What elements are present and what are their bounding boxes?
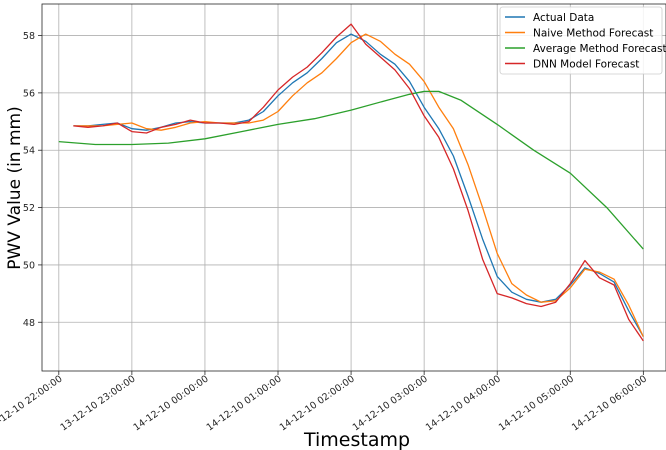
y-tick-label: 56: [23, 88, 35, 99]
plot-frame: [41, 3, 666, 372]
x-tick-label: 14-12-10 05:00:00: [497, 373, 576, 433]
grid-lines: [42, 4, 666, 371]
series-line-naive-method-forecast: [73, 33, 644, 337]
x-tick-label: 13-12-10 23:00:00: [59, 373, 138, 433]
x-tick-label: 14-12-10 04:00:00: [424, 373, 503, 433]
x-tick-label: 14-12-10 03:00:00: [351, 373, 430, 433]
series-line-average-method-forecast: [58, 90, 644, 250]
series-layer: [58, 23, 644, 342]
y-tick-label: 50: [23, 260, 35, 271]
x-axis-title: Timestamp: [303, 429, 410, 450]
x-tick-label: 14-12-10 00:00:00: [132, 373, 211, 433]
x-tick-label: 14-12-10 02:00:00: [278, 373, 357, 433]
legend: Actual Data Naive Method Forecast Average …: [499, 6, 666, 75]
y-axis: 48 50 52 54 56 58: [23, 31, 42, 329]
legend-label: Average Method Forecast: [533, 43, 666, 55]
legend-box: [499, 6, 663, 75]
legend-label: DNN Model Forecast: [533, 58, 639, 70]
y-tick-label: 58: [23, 31, 35, 42]
legend-label: Actual Data: [533, 12, 594, 24]
y-tick-label: 48: [23, 318, 35, 329]
x-tick-label: 14-12-10 01:00:00: [205, 373, 284, 433]
x-tick-label: 13-12-10 22:00:00: [0, 373, 65, 433]
series-line-dnn-model-forecast: [73, 23, 644, 342]
legend-label: Naive Method Forecast: [533, 27, 653, 39]
x-tick-label: 14-12-10 06:00:00: [570, 373, 649, 433]
y-tick-label: 54: [23, 146, 35, 157]
y-tick-label: 52: [23, 203, 35, 214]
y-axis-title: PWV Value (in mm): [5, 106, 25, 269]
